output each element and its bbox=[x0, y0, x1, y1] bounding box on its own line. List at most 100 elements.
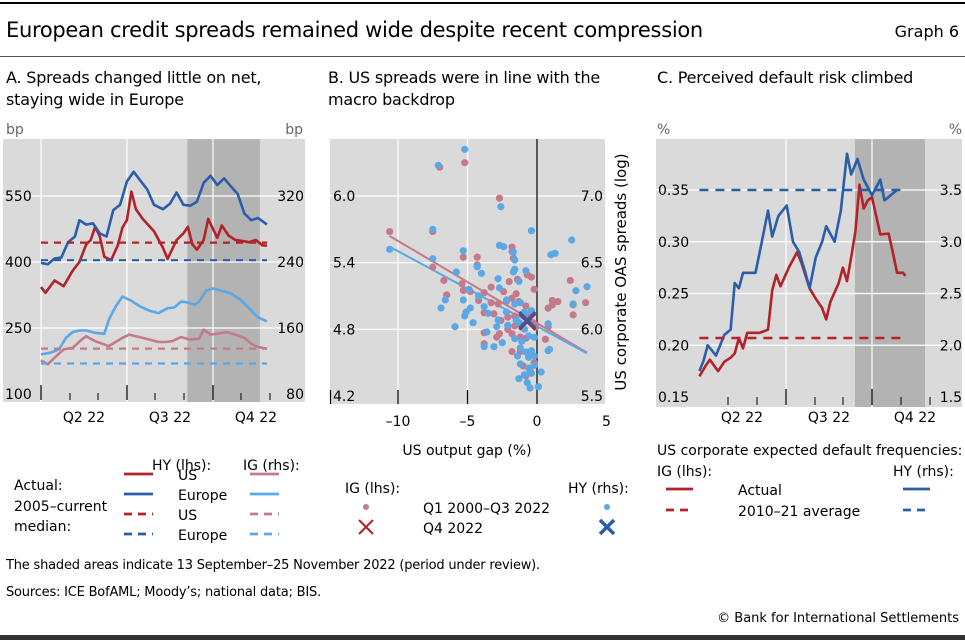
panel-b-scatter-point bbox=[459, 286, 467, 295]
panel-b-scatter-point bbox=[429, 255, 437, 263]
panel-a-title: A. Spreads changed little on net, stayin… bbox=[6, 67, 262, 111]
panel-b-scatter-point bbox=[459, 296, 467, 304]
panel-b-scatter-point bbox=[523, 379, 531, 387]
panel-b-scatter-point bbox=[495, 330, 504, 338]
graph-number: Graph 6 bbox=[894, 22, 959, 41]
panel-b-scatter-point bbox=[522, 267, 530, 275]
panel-a-ytick-right-label: 80 bbox=[286, 387, 304, 403]
panel-a-xtick-label: Q2 22 bbox=[63, 410, 105, 426]
panel-b-scatter-point bbox=[572, 287, 580, 295]
panel-a-title-line1: A. Spreads changed little on net, bbox=[6, 68, 262, 87]
panel-b-scatter-point bbox=[537, 368, 545, 376]
panel-c-series-hy-actual bbox=[698, 152, 898, 372]
panel-b-scatter-point bbox=[508, 347, 516, 356]
panel-a-legend-median-label-2: median: bbox=[14, 519, 71, 535]
panel-b-ytick-left-label: 5.4 bbox=[333, 256, 355, 272]
panel-b-ytick-left-label: 4.2 bbox=[333, 389, 355, 405]
panel-a-legend-entry-label: Europe bbox=[178, 528, 227, 544]
panel-b-scatter-point bbox=[568, 236, 576, 244]
panel-b-scatter-point bbox=[545, 345, 554, 353]
panel-b-ytick-right-label: 7.0 bbox=[581, 189, 603, 205]
panel-b-scatter-point bbox=[483, 328, 491, 336]
panel-b-xtick-label: 0 bbox=[533, 414, 542, 430]
footnote-sources: Sources: ICE BofAML; Moody’s; national d… bbox=[6, 585, 321, 600]
panel-b-scatter-point bbox=[386, 245, 394, 253]
panel-b-scatter-point bbox=[473, 253, 481, 261]
panel-b-title: B. US spreads were in line with the macr… bbox=[328, 67, 600, 111]
panel-b-legend-header-hy: HY (rhs): bbox=[568, 481, 629, 497]
panel-b-scatter-point bbox=[434, 161, 442, 169]
panel-b-scatter-point bbox=[477, 269, 485, 277]
panel-b-scatter-point bbox=[429, 263, 437, 271]
panel-b-scatter-point bbox=[497, 203, 505, 211]
panel-b-scatter-point bbox=[494, 316, 502, 324]
title-rule bbox=[0, 56, 965, 57]
panel-b-scatter-point bbox=[527, 227, 536, 235]
panel-b-legend-ig-x-icon bbox=[358, 519, 374, 535]
panel-a-xtick-label: Q3 22 bbox=[149, 410, 191, 426]
panel-a-xtick-label: Q4 22 bbox=[235, 410, 277, 426]
panel-b-scatter-point bbox=[516, 360, 524, 368]
panel-b-scatter-point bbox=[551, 249, 559, 257]
panel-b-scatter-point bbox=[473, 263, 481, 271]
panel-c-ylabel-left: % bbox=[657, 122, 670, 138]
footnote-shading: The shaded areas indicate 13 September–2… bbox=[6, 558, 540, 573]
panel-b-scatter-point bbox=[495, 284, 504, 292]
panel-b-scatter-point bbox=[484, 309, 492, 317]
panel-a-legend-entry-label: US bbox=[178, 508, 197, 524]
panel-b-scatter-point bbox=[518, 337, 526, 345]
panel-c-title: C. Perceived default risk climbed bbox=[657, 67, 913, 89]
panel-c-series-ig-actual bbox=[698, 183, 907, 377]
panel-b-scatter-point bbox=[498, 339, 506, 347]
panel-b-scatter-point bbox=[511, 256, 519, 264]
panel-c-ylabel-right: % bbox=[949, 122, 962, 138]
panel-b-scatter-point bbox=[502, 296, 511, 304]
panel-c-xtick-label: Q4 22 bbox=[894, 410, 936, 426]
panel-b-ytick-right-label: 6.5 bbox=[581, 256, 603, 272]
panel-a-ytick-left-label: 250 bbox=[5, 321, 32, 337]
panel-b-xtick-label: 5 bbox=[602, 414, 611, 430]
panel-b-ig-fit-line bbox=[389, 235, 588, 354]
panel-c-ytick-right-label: 3.5 bbox=[940, 183, 962, 199]
panel-b-scatter-point bbox=[504, 321, 512, 329]
panel-b-scatter-point bbox=[511, 300, 519, 308]
panel-b-scatter-point bbox=[490, 343, 498, 351]
panel-b-scatter-point bbox=[569, 300, 577, 308]
panel-b-scatter-point bbox=[530, 361, 538, 369]
panel-a-legend-header-ig: IG (rhs): bbox=[243, 458, 300, 474]
panel-b-scatter-point bbox=[530, 285, 538, 293]
panel-a-series-ig-us-actual bbox=[40, 328, 268, 366]
panel-b-scatter-point bbox=[522, 302, 530, 310]
panel-b-scatter-point bbox=[554, 297, 562, 306]
panel-b-scatter-point bbox=[516, 299, 524, 307]
panel-c-ytick-right-label: 2.5 bbox=[940, 287, 962, 303]
panel-c-legend-entry-label: 2010–21 average bbox=[738, 504, 860, 520]
panel-b-ytick-right-label: 5.5 bbox=[581, 389, 603, 405]
panel-b-scatter-point bbox=[526, 384, 534, 392]
panel-b-scatter-point bbox=[429, 225, 437, 233]
panel-b-scatter-point bbox=[493, 323, 501, 331]
panel-a-series-hy-europe-actual bbox=[40, 170, 268, 266]
panel-b-scatter-point bbox=[566, 276, 574, 285]
panel-c-legend-heading: US corporate expected default frequencie… bbox=[657, 443, 962, 459]
panel-c-title-line1: C. Perceived default risk climbed bbox=[657, 68, 914, 87]
panel-b-scatter-point bbox=[458, 280, 466, 288]
panel-b-scatter-point bbox=[495, 194, 504, 202]
panel-b-scatter-point bbox=[451, 323, 459, 331]
panel-b-legend-hy-x-icon bbox=[598, 518, 616, 536]
panel-b-scatter-point bbox=[569, 311, 577, 319]
panel-a-ytick-right-label: 160 bbox=[277, 321, 304, 337]
panel-b-title-line2: macro backdrop bbox=[328, 90, 455, 109]
panel-b-ylabel-right: US corporate OAS spreads (log) bbox=[612, 153, 630, 390]
panel-b-scatter-point bbox=[512, 290, 520, 298]
panel-a-legend-median-label-1: 2005–current bbox=[14, 499, 108, 515]
panel-b-scatter-point bbox=[441, 296, 449, 304]
graph-title: European credit spreads remained wide de… bbox=[6, 18, 703, 42]
panel-a-series-ig-europe-actual bbox=[40, 287, 268, 356]
copyright: © Bank for International Settlements bbox=[717, 611, 959, 626]
panel-c-legend-header-hy: HY (rhs): bbox=[893, 464, 954, 480]
panel-b-scatter-point bbox=[582, 299, 590, 307]
panel-b-title-line1: B. US spreads were in line with the bbox=[328, 68, 601, 87]
panel-c-ytick-left-label: 0.25 bbox=[658, 287, 689, 303]
panel-c-ytick-right-label: 3.0 bbox=[940, 235, 962, 251]
